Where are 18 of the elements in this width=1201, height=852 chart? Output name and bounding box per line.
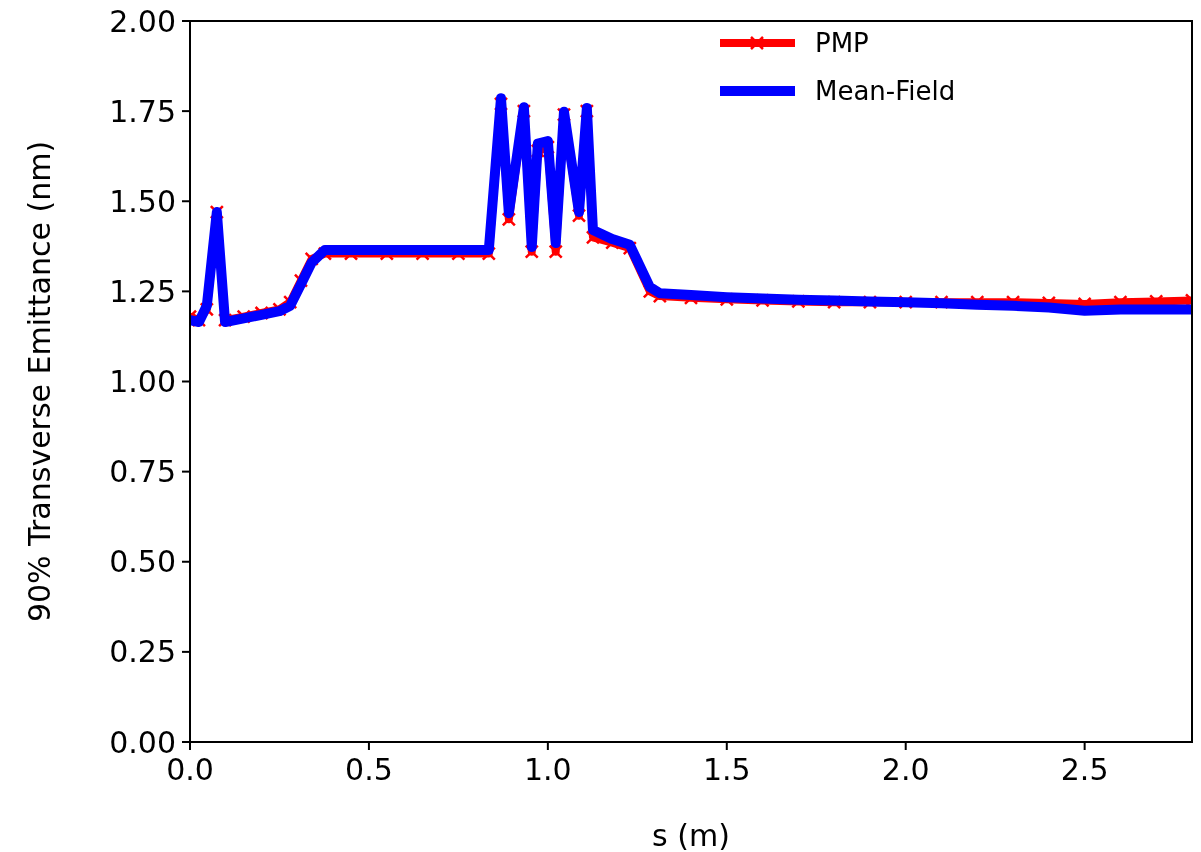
y-tick-label: 0.50 [109,544,176,580]
y-tick-label: 1.75 [109,93,176,129]
x-tick-label: 1.5 [702,752,751,787]
y-axis-title: 90% Transverse Emittance (nm) [22,140,57,623]
y-tick-label: 0.25 [109,634,176,670]
x-tick-label: 1.0 [524,752,572,787]
x-tick-label: 0.5 [345,752,393,787]
y-tick-label: 1.50 [109,183,176,219]
y-tick-label: 1.25 [109,273,176,309]
x-tick-label: 0.0 [166,752,214,787]
x-axis-title: s (m) [652,818,730,852]
y-tick-label: 1.00 [109,364,176,399]
legend-label: Mean-Field [815,76,956,107]
x-tick-label: 2.0 [881,752,930,787]
y-tick-label: 0.75 [109,454,176,490]
y-tick-label: 2.00 [109,3,176,39]
legend-label: PMP [815,28,869,59]
x-tick-label: 2.5 [1060,752,1109,787]
